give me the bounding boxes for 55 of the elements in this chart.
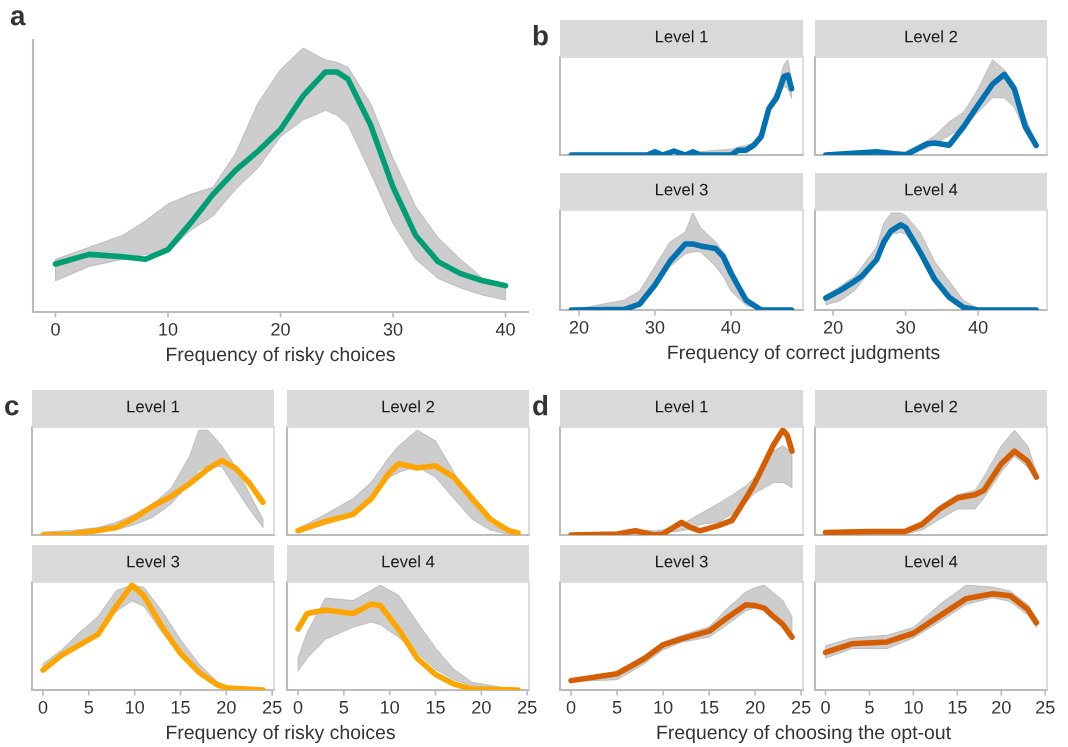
x-tick-label: 30 bbox=[896, 320, 915, 334]
x-tick-label: 15 bbox=[426, 701, 445, 714]
x-tick-label: 10 bbox=[159, 322, 178, 336]
x-tick-label: 20 bbox=[271, 322, 290, 336]
x-tick-label: 0 bbox=[821, 700, 830, 714]
chart-subtitle: Level 2 bbox=[905, 400, 958, 413]
chart-subtitle: Level 4 bbox=[905, 555, 958, 568]
chart-subtitle: Level 2 bbox=[382, 400, 435, 413]
x-tick-label: 10 bbox=[381, 700, 399, 714]
chart-title: a bbox=[10, 10, 26, 26]
x-tick-label: 5 bbox=[612, 701, 622, 714]
x-tick-label: 5 bbox=[84, 701, 94, 714]
x-tick-label: 25 bbox=[263, 700, 282, 714]
x-tick-label: 25 bbox=[792, 700, 811, 714]
x-tick-label: 10 bbox=[654, 700, 673, 714]
chart-subtitle: Level 4 bbox=[905, 183, 958, 196]
chart-subtitle: Level 1 bbox=[656, 400, 708, 413]
chart-subtitle: Level 1 bbox=[656, 30, 708, 43]
chart-subtitle: Level 3 bbox=[656, 555, 708, 568]
chart-subtitle: Level 3 bbox=[127, 555, 180, 568]
x-axis-title: Frequency of correct judgments bbox=[668, 344, 940, 364]
x-tick-label: 30 bbox=[383, 322, 403, 336]
x-tick-label: 0 bbox=[38, 700, 48, 714]
x-tick-label: 20 bbox=[569, 320, 589, 334]
x-tick-label: 10 bbox=[126, 700, 144, 714]
x-tick-label: 5 bbox=[339, 701, 349, 714]
x-tick-label: 25 bbox=[518, 700, 537, 714]
x-axis-title: Frequency of choosing the opt-out bbox=[657, 724, 951, 744]
x-tick-label: 20 bbox=[823, 320, 843, 334]
x-tick-label: 20 bbox=[472, 700, 491, 714]
chart-title: b bbox=[533, 25, 548, 46]
x-tick-label: 40 bbox=[968, 320, 988, 334]
x-tick-label: 30 bbox=[645, 320, 665, 334]
x-tick-label: 15 bbox=[948, 701, 967, 714]
x-tick-label: 20 bbox=[992, 700, 1011, 714]
chart-title: d bbox=[533, 395, 548, 416]
x-tick-label: 10 bbox=[904, 700, 923, 714]
x-tick-label: 15 bbox=[700, 701, 719, 714]
chart-subtitle: Level 1 bbox=[127, 400, 180, 413]
chart-subtitle: Level 2 bbox=[905, 30, 958, 43]
chart-title: c bbox=[5, 400, 19, 416]
x-tick-label: 25 bbox=[1036, 700, 1055, 714]
x-tick-label: 0 bbox=[566, 700, 576, 714]
x-tick-label: 20 bbox=[746, 700, 765, 714]
x-tick-label: 20 bbox=[217, 700, 236, 714]
x-tick-label: 0 bbox=[51, 322, 60, 336]
x-axis-title: Frequency of risky choices bbox=[167, 724, 395, 744]
chart-subtitle: Level 3 bbox=[656, 183, 708, 196]
x-tick-label: 15 bbox=[171, 701, 190, 714]
x-tick-label: 40 bbox=[721, 320, 741, 334]
x-axis-title: Frequency of risky choices bbox=[167, 346, 395, 366]
chart-subtitle: Level 4 bbox=[382, 555, 435, 568]
x-tick-label: 40 bbox=[495, 322, 515, 336]
x-tick-label: 0 bbox=[293, 700, 303, 714]
x-tick-label: 5 bbox=[865, 701, 874, 714]
